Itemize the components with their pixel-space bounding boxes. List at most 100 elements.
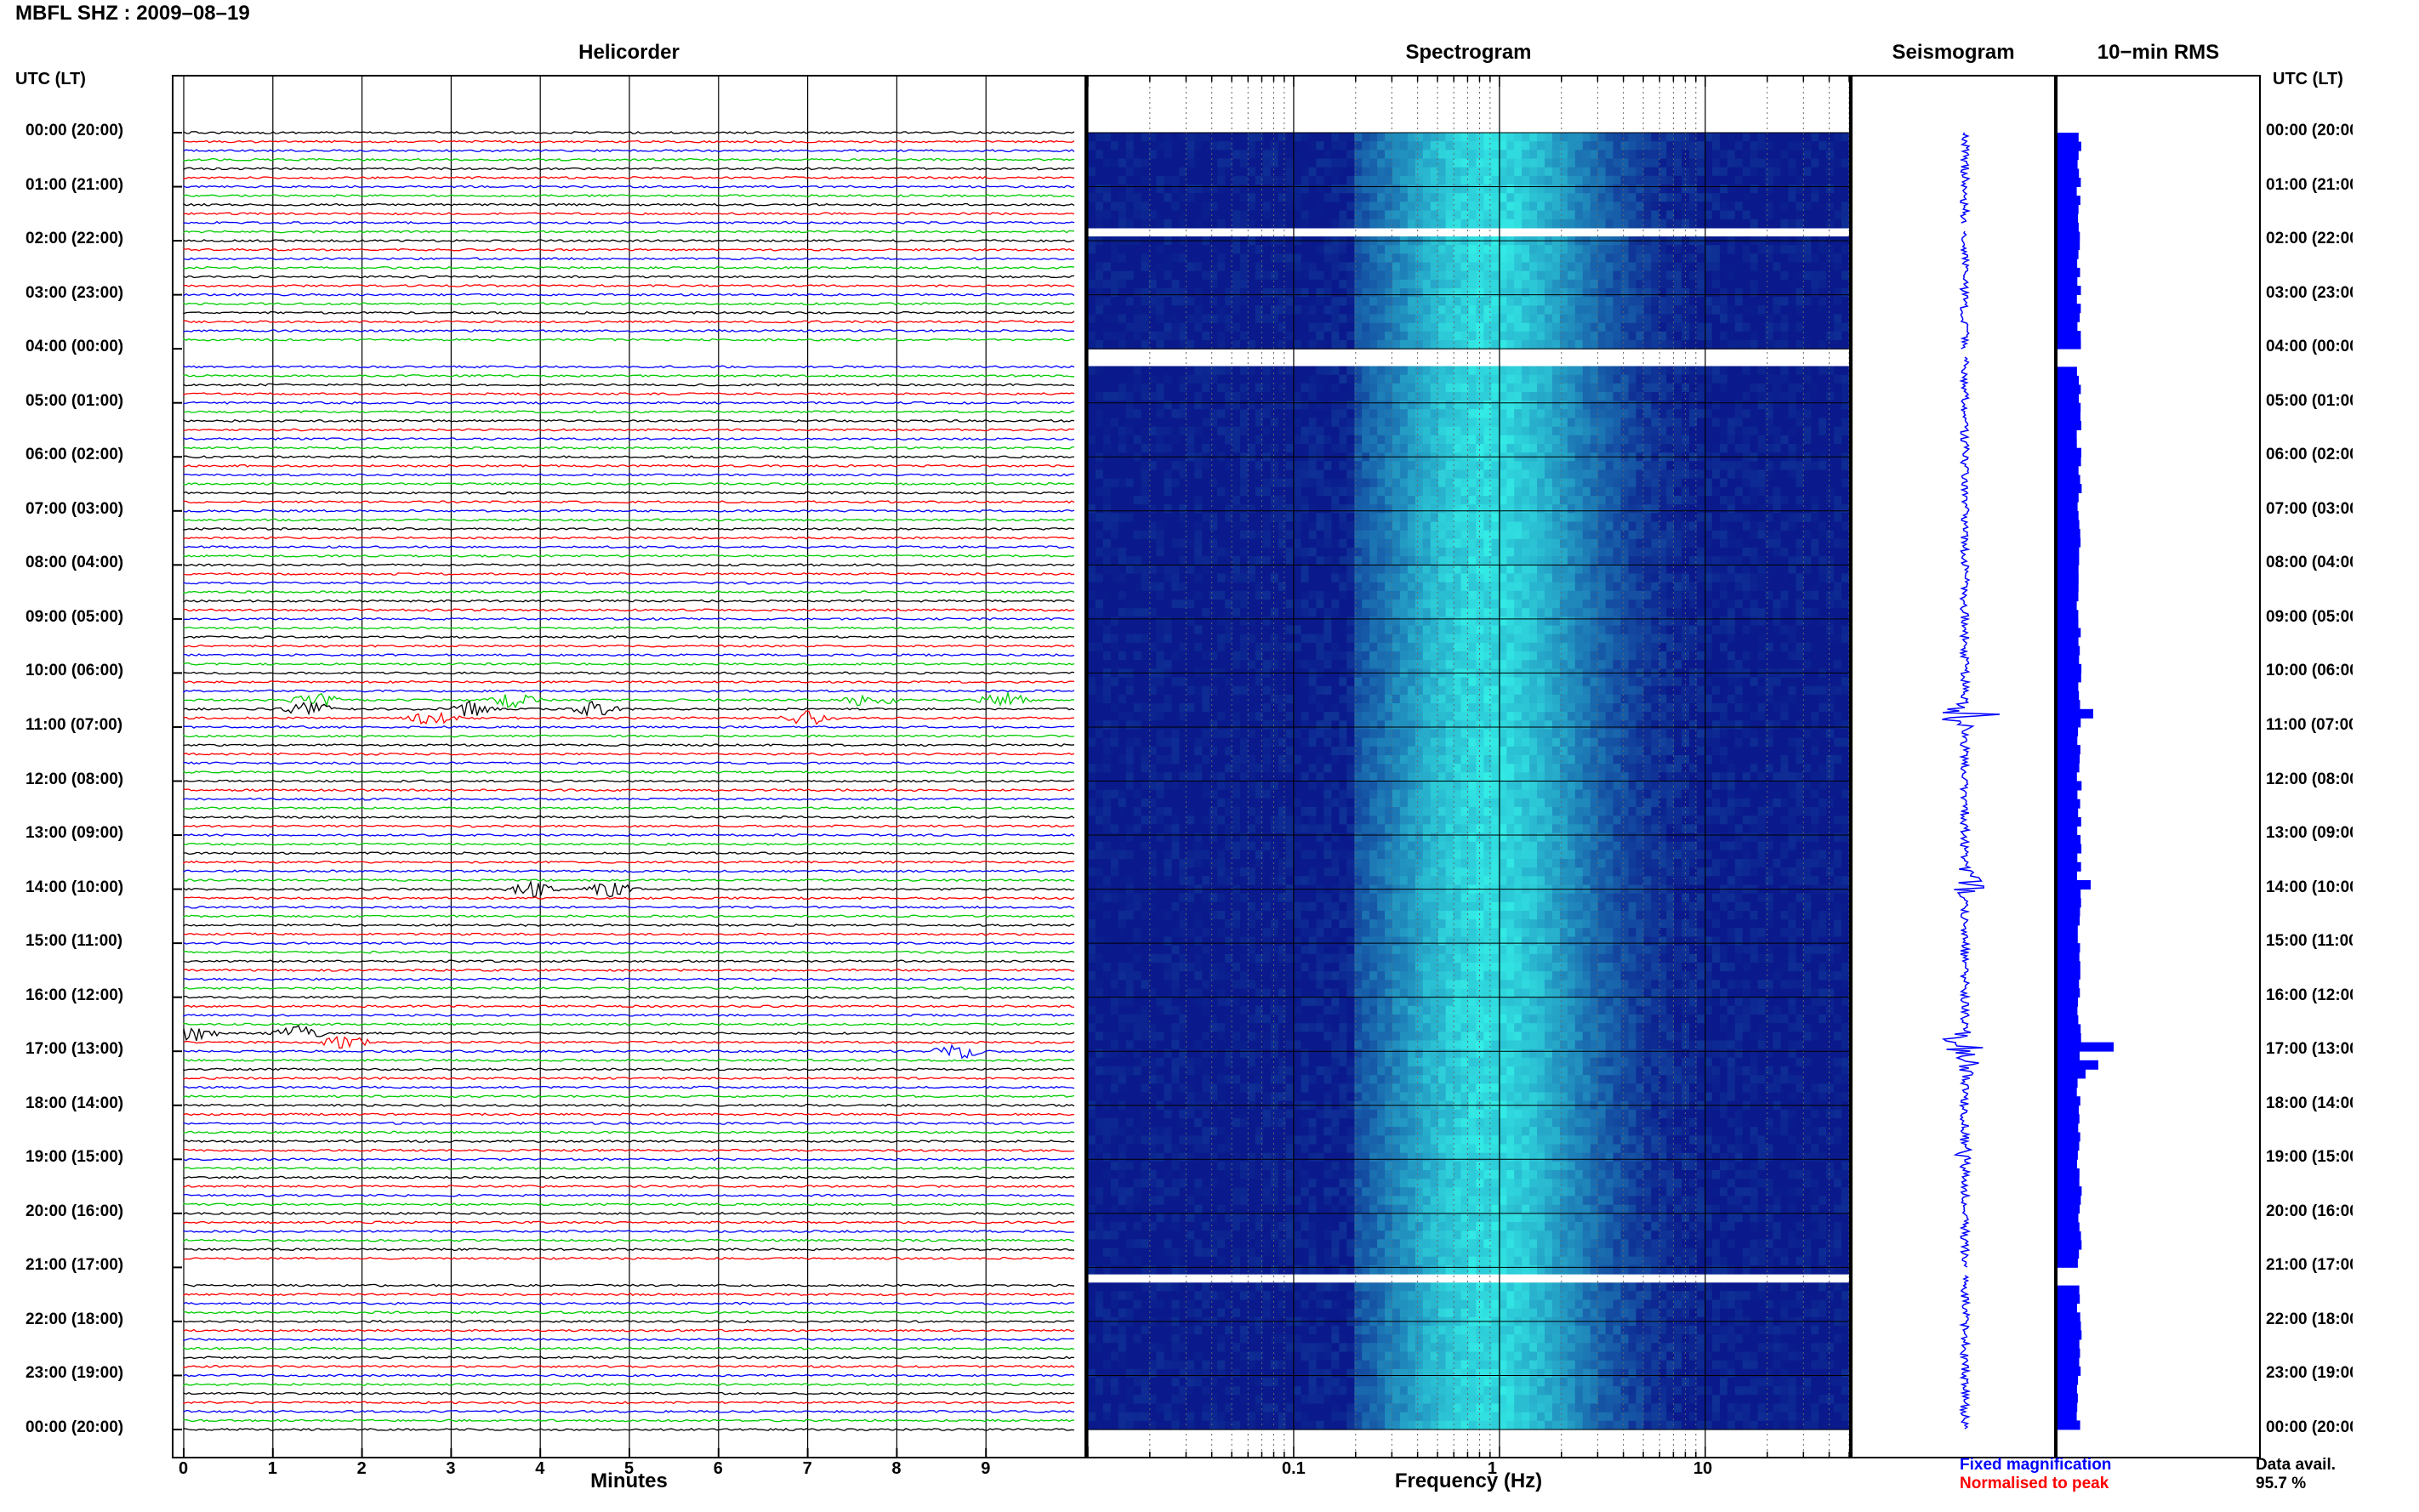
spec-cell [1590,210,1599,220]
spec-cell [1788,530,1796,540]
spec-cell [1651,513,1659,523]
spec-cell [1697,461,1705,471]
spec-cell [1354,435,1363,445]
spec-cell [1445,565,1454,575]
spec-cell [1468,340,1477,350]
spec-cell [1202,366,1210,376]
spec-cell [1460,270,1470,281]
spec-cell [1483,435,1492,445]
spec-cell [1719,175,1728,185]
spec-cell [1377,210,1386,220]
spec-cell [1430,418,1439,428]
spec-cell [1453,409,1462,419]
spec-cell [1750,279,1759,289]
spec-cell [1628,392,1636,401]
spec-cell [1217,366,1226,376]
spec-cell [1620,331,1629,341]
spec-cell [1719,340,1728,350]
spec-cell [1346,202,1355,212]
spec-cell [1522,193,1530,202]
spec-cell [1210,392,1218,401]
spec-cell [1141,314,1150,324]
spec-cell [1217,374,1226,384]
spec-cell [1476,538,1484,549]
spec-cell [1727,392,1736,401]
heli-trace-row [183,157,1075,162]
spec-cell [1499,210,1507,220]
spec-cell [1803,202,1812,212]
spec-cell [1476,219,1484,229]
spec-cell [1522,340,1530,350]
spec-cell [1247,202,1256,212]
spec-cell [1293,253,1302,264]
spec-cell [1217,305,1226,315]
spec-cell [1483,530,1492,540]
spec-cell [1118,133,1127,142]
spec-cell [1164,469,1172,480]
spec-cell [1301,150,1310,160]
spec-cell [1316,565,1324,575]
spec-cell [1339,288,1347,298]
spec-cell [1506,158,1515,168]
spec-cell [1841,521,1849,531]
spec-cell [1407,305,1416,315]
spec-cell [1506,175,1515,185]
spec-cell [1499,504,1507,514]
spectrogram-title: Spectrogram [1405,41,1532,64]
spec-cell [1628,167,1636,177]
spec-cell [1545,270,1553,281]
spec-cell [1529,469,1538,480]
spec-cell [1088,496,1096,505]
spec-cell [1339,322,1347,333]
spec-cell [1734,279,1744,289]
spec-cell [1255,565,1264,575]
spec-cell [1362,418,1370,428]
spec-cell [1285,409,1295,419]
spec-cell [1240,175,1249,185]
spec-cell [1651,418,1659,428]
spec-cell [1118,496,1127,505]
spec-cell [1659,175,1667,185]
spec-cell [1506,521,1515,531]
spec-cell [1346,461,1355,471]
spec-cell [1270,141,1279,151]
spec-cell [1682,469,1690,480]
spec-cell [1118,366,1127,376]
spec-cell [1194,193,1203,202]
spec-cell [1514,175,1523,185]
spec-cell [1689,245,1698,254]
spec-cell [1217,496,1226,505]
spec-cell [1841,141,1849,151]
heli-trace-row [183,1220,1075,1225]
spec-cell [1414,245,1424,254]
spec-cell [1514,202,1523,212]
spec-cell [1179,401,1187,410]
spec-cell [1187,270,1195,281]
spec-cell [1171,150,1180,160]
spec-cell [1240,556,1249,566]
spec-cell [1210,158,1218,168]
spec-cell [1689,478,1698,488]
spec-cell [1156,279,1164,289]
spec-cell [1819,538,1827,549]
spec-cell [1285,270,1295,281]
spec-cell [1323,253,1332,264]
spec-cell [1742,175,1751,185]
spec-cell [1346,322,1355,333]
spec-cell [1826,548,1835,557]
spec-cell [1796,175,1804,185]
spec-cell [1407,513,1416,523]
spec-cell [1491,444,1500,453]
spec-cell [1301,383,1310,393]
spec-cell [1719,538,1728,549]
spec-cell [1171,521,1180,531]
spec-cell [1308,374,1318,384]
spec-cell [1369,141,1378,151]
spec-cell [1301,279,1310,289]
spec-cell [1164,288,1172,298]
spec-cell [1529,133,1538,142]
spec-cell [1460,219,1470,229]
spec-cell [1651,331,1659,341]
spec-cell [1210,426,1218,436]
spec-cell [1834,444,1842,453]
